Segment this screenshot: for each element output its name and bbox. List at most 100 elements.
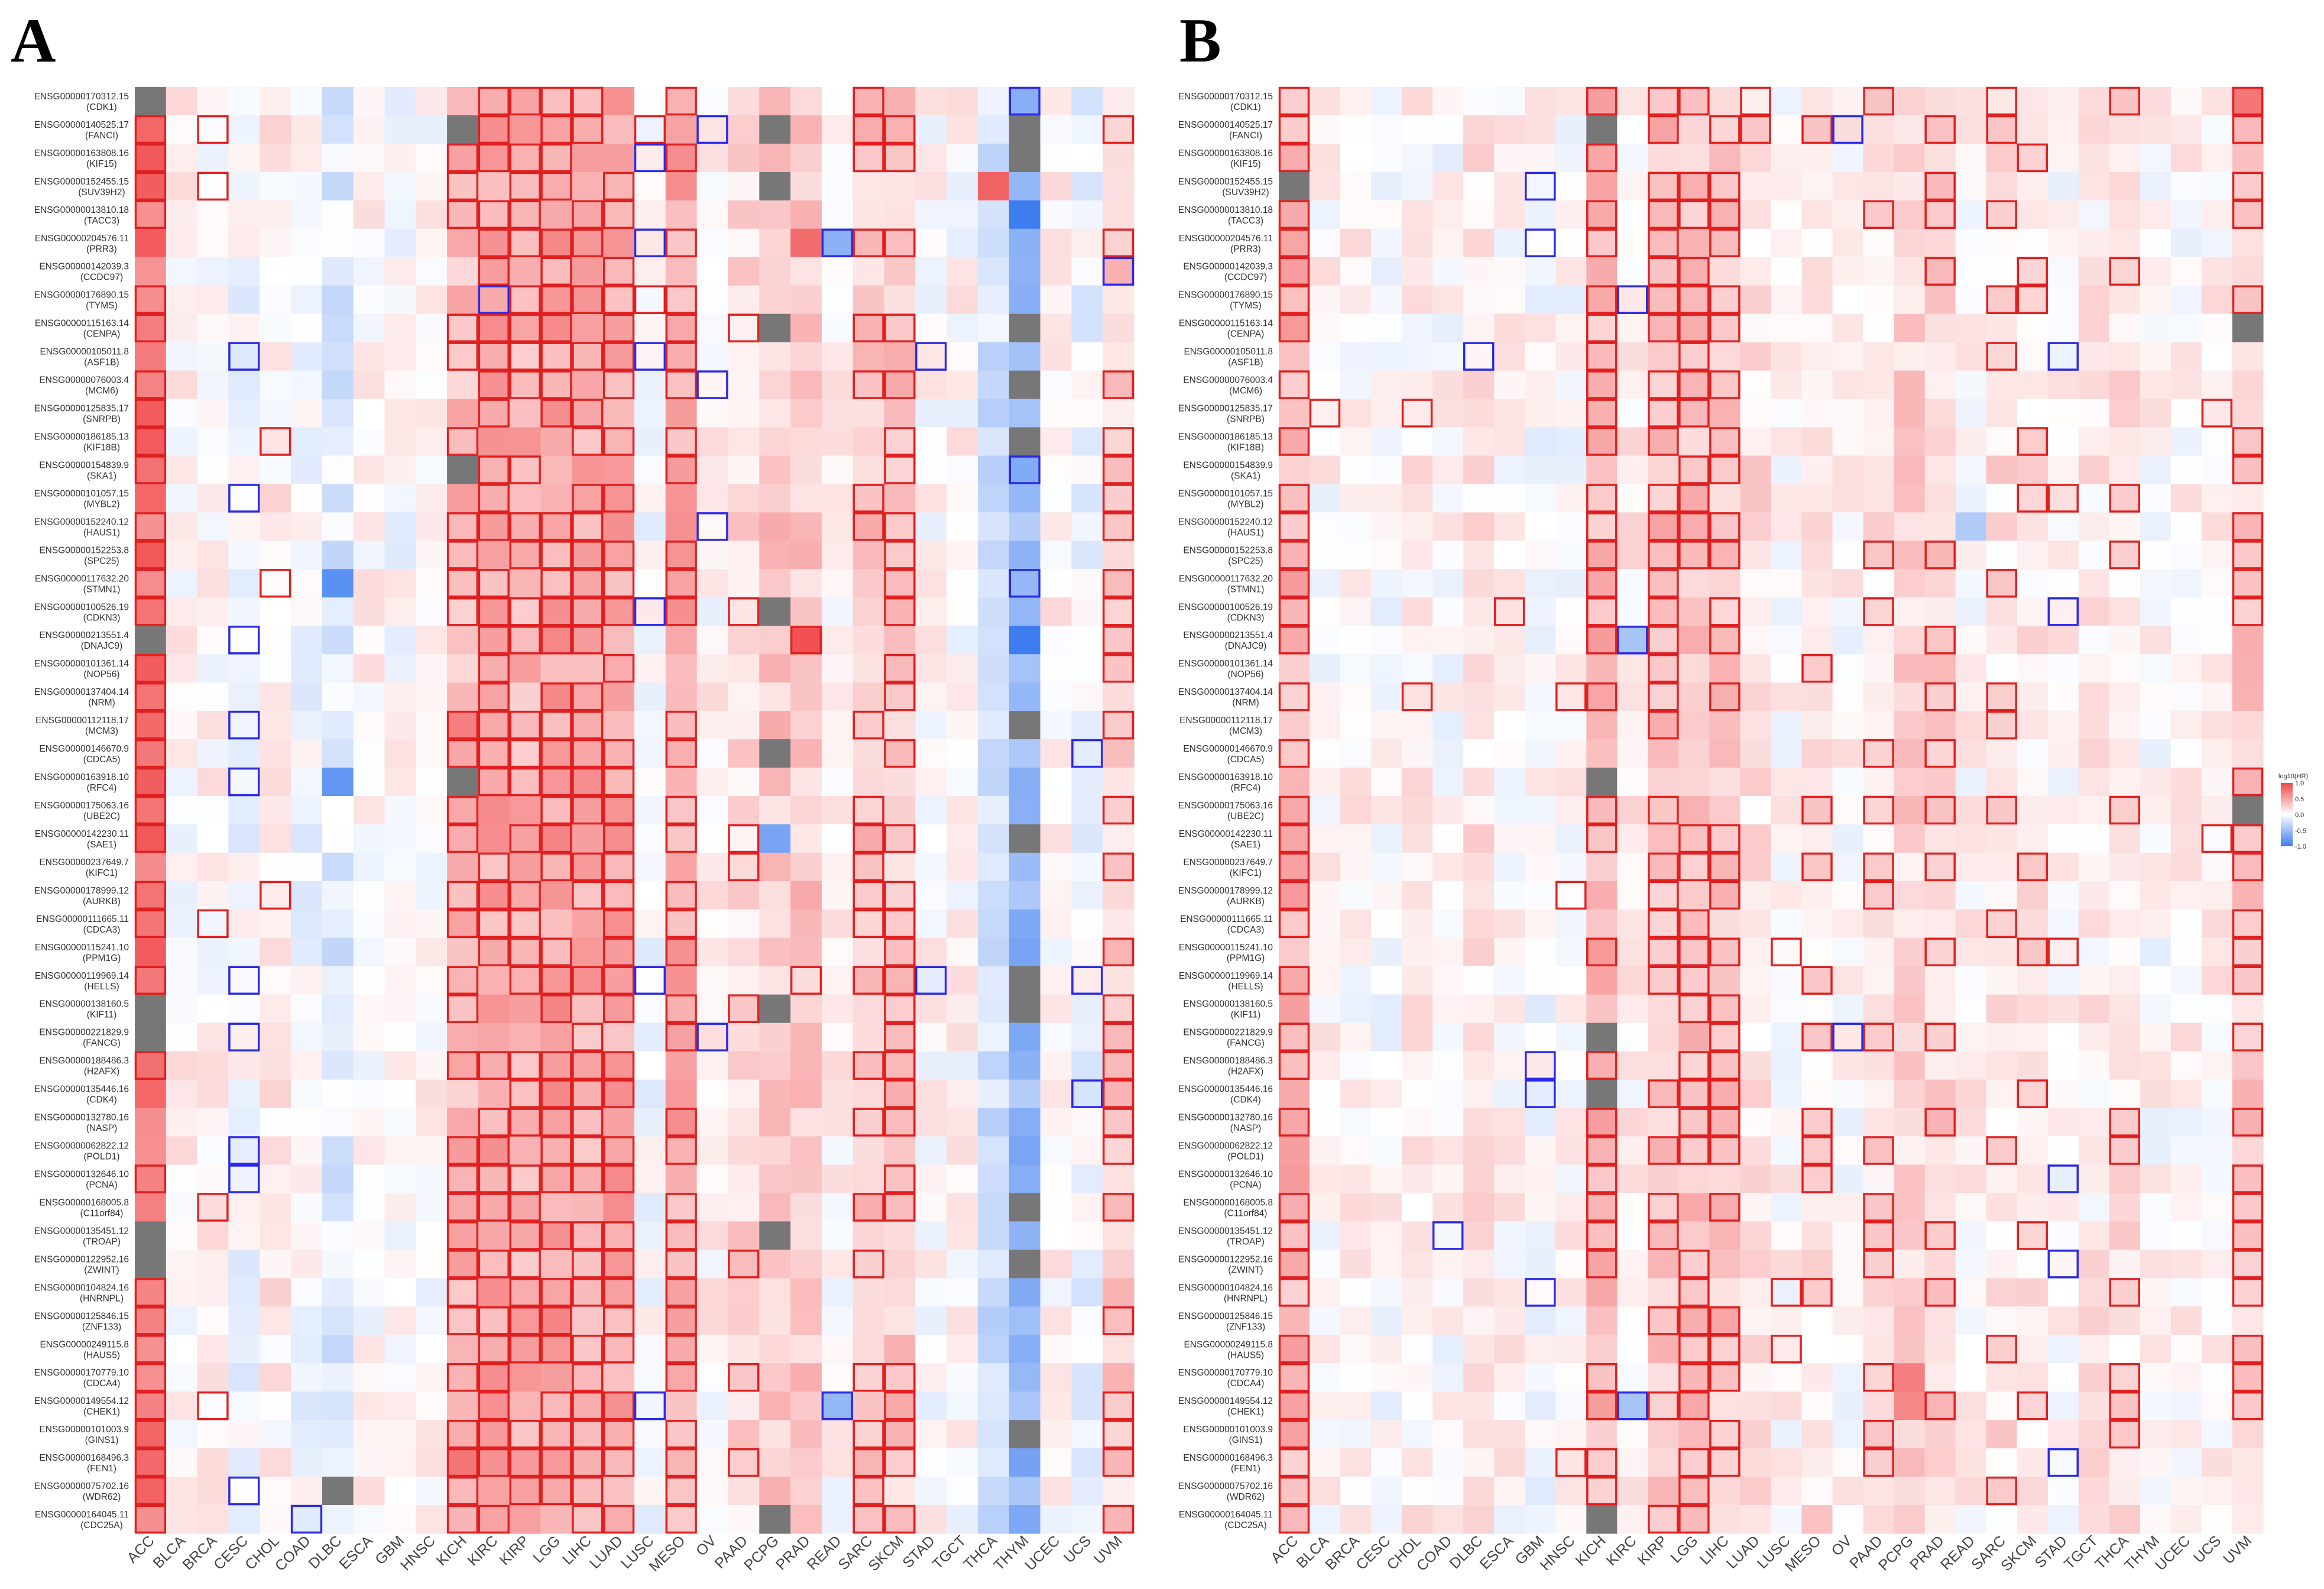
significant-high-marker: [446, 1306, 479, 1335]
heatmap-cell: [1678, 937, 1710, 967]
heatmap-cell: [1009, 711, 1041, 740]
heatmap-cell: [665, 1477, 698, 1506]
significant-high-marker: [1586, 937, 1618, 967]
significant-high-marker: [1863, 852, 1894, 882]
heatmap-cell: [291, 228, 323, 258]
heatmap-cell: [853, 228, 885, 258]
heatmap-cell: [1525, 597, 1556, 626]
significant-high-marker: [1278, 1448, 1310, 1477]
row-label-gene: (FANCG): [1227, 1038, 1265, 1048]
row-label-id: ENSG00000221829.9: [39, 1028, 129, 1038]
heatmap-cell: [1955, 1363, 1987, 1392]
significant-high-marker: [1648, 200, 1679, 229]
heatmap-cell: [353, 512, 385, 541]
significant-high-marker: [884, 937, 916, 967]
heatmap-cell: [1924, 966, 1956, 995]
heatmap-cell: [2109, 626, 2141, 655]
heatmap-cell: [1463, 285, 1495, 315]
heatmap-cell: [1678, 1448, 1710, 1477]
heatmap-cell: [1648, 342, 1679, 371]
heatmap-cell: [1103, 1221, 1135, 1250]
heatmap-cell: [1801, 171, 1833, 201]
heatmap-cell: [260, 257, 291, 286]
heatmap-cell: [1709, 1108, 1740, 1137]
heatmap-cell: [322, 1335, 354, 1364]
heatmap-cell: [384, 909, 416, 938]
heatmap-cell: [260, 1391, 291, 1420]
heatmap-cell: [947, 228, 978, 258]
significant-high-marker: [853, 512, 884, 541]
heatmap-cell: [2170, 115, 2202, 144]
heatmap-cell: [384, 1250, 416, 1279]
significant-high-marker: [665, 313, 697, 342]
row-label-gene: (C11orf84): [80, 1209, 124, 1219]
heatmap-cell: [2109, 1448, 2141, 1477]
heatmap-cell: [2140, 1108, 2171, 1137]
heatmap-cell: [1771, 342, 1803, 371]
heatmap-cell: [1103, 937, 1135, 967]
heatmap-cell: [1463, 427, 1495, 457]
heatmap-cell: [447, 1193, 479, 1222]
row-label-gene: (TYMS): [86, 301, 117, 311]
heatmap-cell: [228, 569, 260, 598]
heatmap-cell: [1103, 1477, 1135, 1506]
heatmap-cell: [1863, 313, 1895, 343]
row-label-id: ENSG00000142039.3: [39, 262, 129, 272]
heatmap-cell: [853, 1448, 885, 1477]
heatmap-cell: [947, 768, 978, 797]
heatmap-cell: [1863, 1278, 1895, 1307]
heatmap-cell: [447, 739, 479, 768]
heatmap-cell: [1924, 739, 1956, 768]
heatmap-cell: [2140, 1505, 2171, 1534]
significant-high-marker: [728, 1250, 760, 1279]
heatmap-cell: [260, 1136, 291, 1166]
heatmap-cell: [447, 285, 479, 315]
heatmap-cell: [1432, 1051, 1464, 1080]
heatmap-cell: [509, 228, 542, 258]
heatmap-cell: [166, 1250, 198, 1279]
heatmap-cell: [1894, 1477, 1926, 1506]
heatmap-cell: [1832, 711, 1864, 740]
heatmap-cell: [2047, 1335, 2079, 1364]
significant-high-marker: [1648, 937, 1679, 967]
heatmap-cell: [603, 1391, 635, 1420]
heatmap-cell: [1040, 1505, 1072, 1534]
heatmap-cell: [853, 87, 885, 116]
heatmap-cell: [790, 739, 822, 768]
heatmap-cell: [1555, 937, 1587, 967]
heatmap-cell: [2140, 1306, 2171, 1335]
heatmap-cell: [1924, 1108, 1956, 1137]
heatmap-cell: [759, 1221, 791, 1250]
significant-high-marker: [2017, 427, 2049, 456]
heatmap-cell: [2047, 1477, 2079, 1506]
heatmap-cell: [915, 285, 947, 315]
column-label: PRAD: [1907, 1532, 1947, 1573]
significant-high-marker: [884, 1363, 916, 1392]
heatmap-cell: [540, 143, 572, 173]
heatmap-cell: [2232, 1420, 2264, 1449]
heatmap-cell: [322, 1363, 354, 1392]
heatmap-cell: [1955, 626, 1987, 655]
heatmap-cell: [1617, 682, 1648, 711]
heatmap-cell: [821, 228, 854, 258]
significant-high-marker: [1102, 1448, 1135, 1477]
heatmap-cell: [603, 1164, 635, 1194]
heatmap-cell: [135, 1306, 167, 1335]
heatmap-cell: [1525, 1335, 1556, 1364]
heatmap-cell: [2078, 399, 2110, 428]
heatmap-cell: [1709, 682, 1740, 711]
heatmap-cell: [416, 852, 448, 882]
heatmap-cell: [447, 541, 479, 569]
significant-high-marker: [2232, 1164, 2264, 1193]
heatmap-cell: [1103, 909, 1135, 938]
heatmap-cell: [572, 115, 604, 144]
heatmap-cell: [853, 768, 885, 797]
heatmap-cell: [1279, 1306, 1310, 1335]
heatmap-cell: [665, 966, 698, 995]
heatmap-cell: [478, 654, 510, 683]
heatmap-cell: [1494, 1391, 1525, 1420]
heatmap-cell: [135, 285, 167, 315]
heatmap-cell: [540, 484, 572, 513]
heatmap-cell: [728, 1363, 760, 1392]
row-label-gene: (SUV39H2): [78, 187, 125, 198]
